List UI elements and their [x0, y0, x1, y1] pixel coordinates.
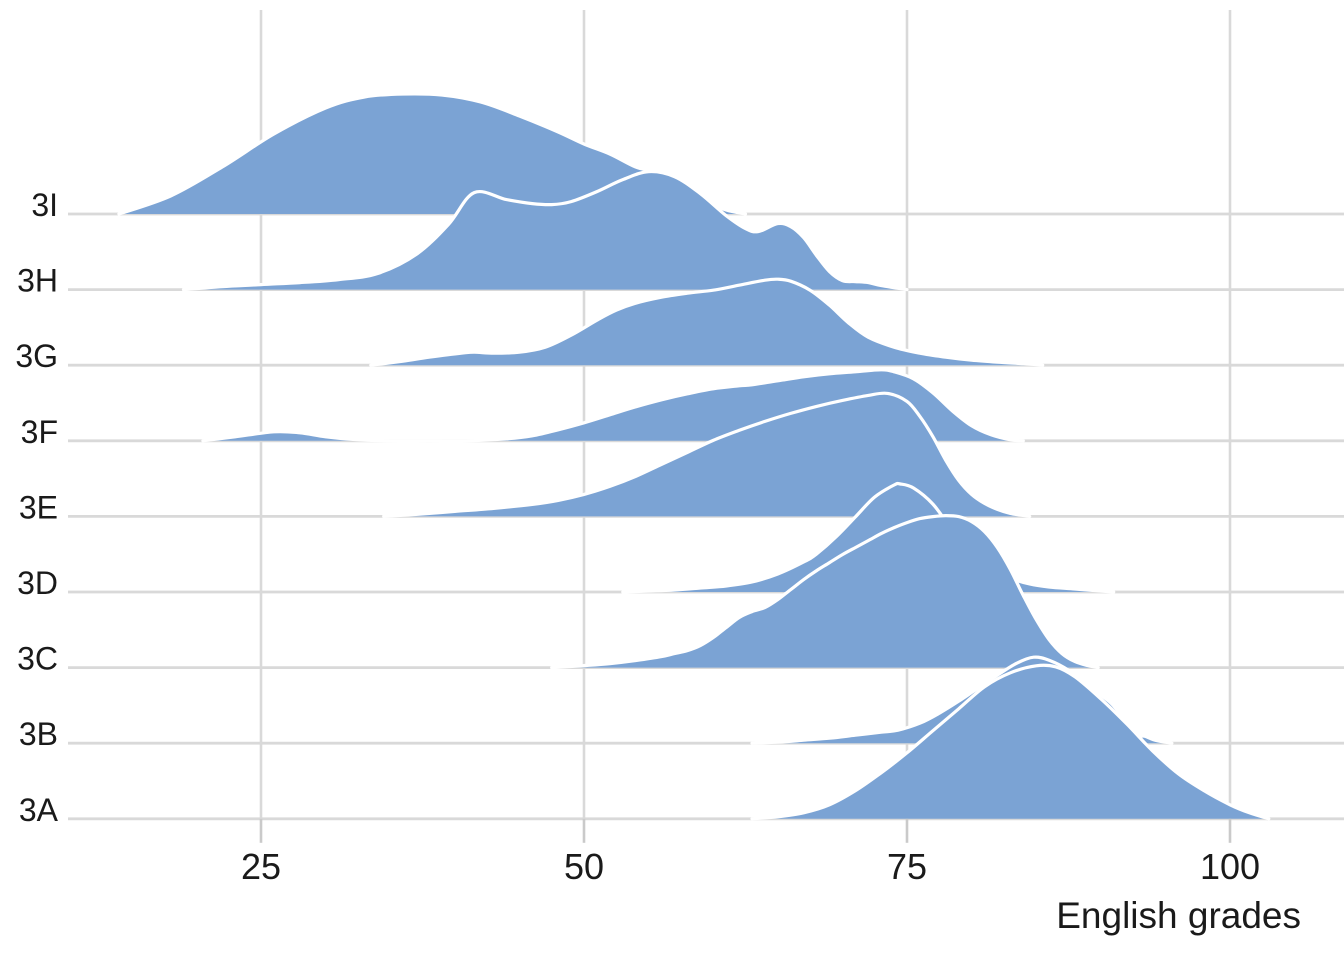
y-axis-label-3D: 3D [17, 565, 58, 601]
density-outline-3F [201, 368, 1025, 443]
density-outline-3A [750, 663, 1271, 821]
density-area-3I [118, 93, 746, 214]
x-tick-label-25: 25 [241, 846, 281, 887]
y-axis-label-3A: 3A [19, 792, 59, 828]
x-tick-label-50: 50 [564, 846, 604, 887]
y-axis-label-3B: 3B [19, 716, 58, 752]
density-outline-3G [369, 277, 1045, 367]
density-outline-3H [181, 169, 909, 292]
density-outline-3E [382, 391, 1032, 518]
density-area-3H [183, 171, 907, 290]
y-axis-label-3F: 3F [21, 414, 58, 450]
density-area-3D [622, 483, 1114, 592]
density-area-3C [551, 515, 1099, 668]
density-area-3A [752, 665, 1269, 819]
y-axis-label-3G: 3G [15, 338, 58, 374]
density-area-3E [383, 393, 1030, 517]
x-tick-label-75: 75 [887, 846, 927, 887]
density-area-3G [370, 279, 1043, 366]
y-axis-label-3E: 3E [19, 489, 58, 525]
density-outline-3C [550, 514, 1100, 670]
y-axis-label-3C: 3C [17, 641, 58, 677]
density-outline-3D [621, 481, 1116, 594]
x-tick-label-100: 100 [1200, 846, 1260, 887]
x-axis-title: English grades [1056, 895, 1301, 936]
y-axis-label-3H: 3H [17, 263, 58, 299]
y-axis-label-3I: 3I [31, 187, 58, 223]
